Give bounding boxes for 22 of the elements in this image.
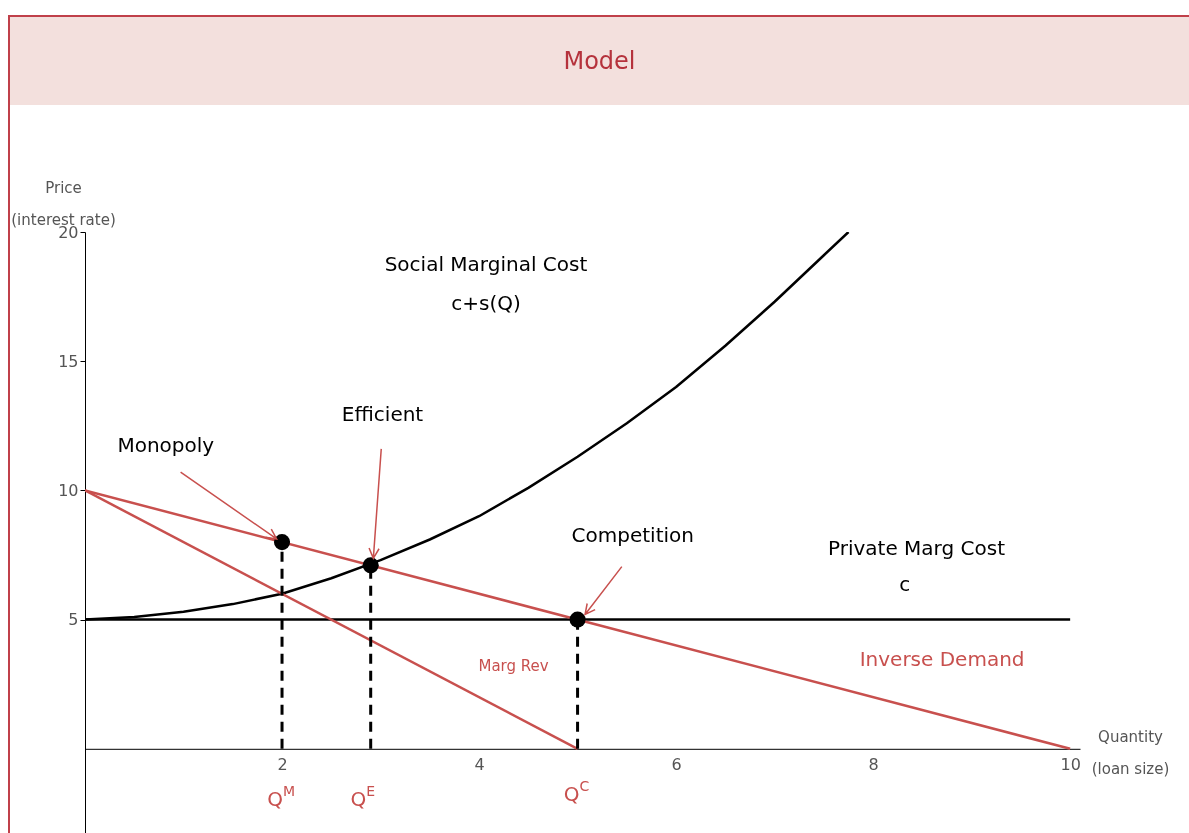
annotation: Social Marginal Cost [384, 251, 588, 276]
annotation: Marg Rev [478, 656, 549, 675]
annotation: Efficient [341, 401, 424, 426]
annotation: Monopoly [117, 432, 215, 457]
annotation: Q$^{C}$ [563, 777, 590, 806]
y-tick-label: 5 [68, 610, 79, 630]
x-axis-title: Quantity (loan size) [1091, 728, 1170, 779]
x-tick-label: 6 [671, 755, 682, 775]
x-tick-label: 8 [868, 755, 879, 775]
y-tick-label: 10 [58, 480, 79, 500]
chart-title: Model [10, 17, 1189, 105]
x-tick-label: 10 [1060, 755, 1081, 775]
annotation: Q$^{E}$ [350, 782, 376, 811]
annotation: Private Marg Cost [828, 535, 1006, 560]
annotation: Competition [571, 522, 694, 547]
x-tick-label: 4 [474, 755, 485, 775]
annotation: c [899, 571, 911, 596]
x-tick-label: 2 [277, 755, 288, 775]
annotation: Q$^{M}$ [267, 782, 295, 811]
annotation: Inverse Demand [859, 646, 1025, 671]
annotation: c+s(Q) [451, 290, 521, 315]
y-tick-label: 15 [58, 351, 79, 371]
